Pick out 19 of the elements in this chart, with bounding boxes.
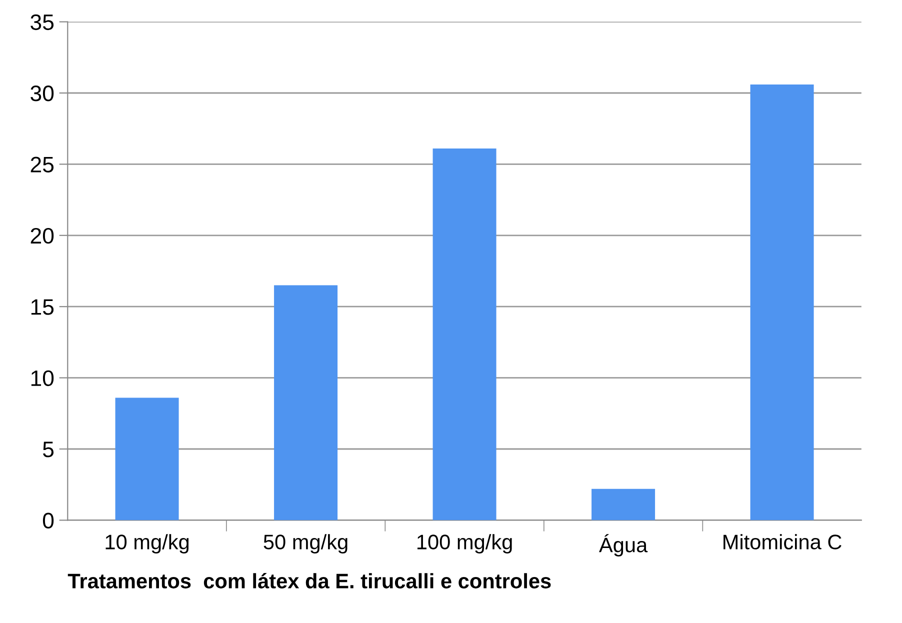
bar xyxy=(432,148,496,520)
bar xyxy=(274,285,338,520)
y-tick-label: 20 xyxy=(30,228,54,244)
x-axis-title: Tratamentos com látex da E. tirucalli e controles xyxy=(68,572,551,588)
y-tick-label: 5 xyxy=(42,442,54,458)
y-tick-label: 15 xyxy=(31,299,54,315)
bar xyxy=(750,84,814,520)
y-tick-label: 25 xyxy=(30,156,54,172)
x-tick-label: 50 mg/kg xyxy=(264,534,348,554)
x-tick-label: Água xyxy=(599,534,648,556)
x-tick-label: 10 mg/kg xyxy=(106,534,189,554)
x-tick-label: 100 mg/kg xyxy=(417,534,512,554)
y-tick-label: 35 xyxy=(30,14,54,30)
y-tick-label: 30 xyxy=(30,86,54,102)
y-tick-label: 0 xyxy=(42,512,54,528)
bar xyxy=(115,398,179,520)
y-tick-label: 10 xyxy=(31,370,54,386)
x-tick-label: Mitomicina C xyxy=(724,534,842,550)
bar xyxy=(592,488,656,520)
